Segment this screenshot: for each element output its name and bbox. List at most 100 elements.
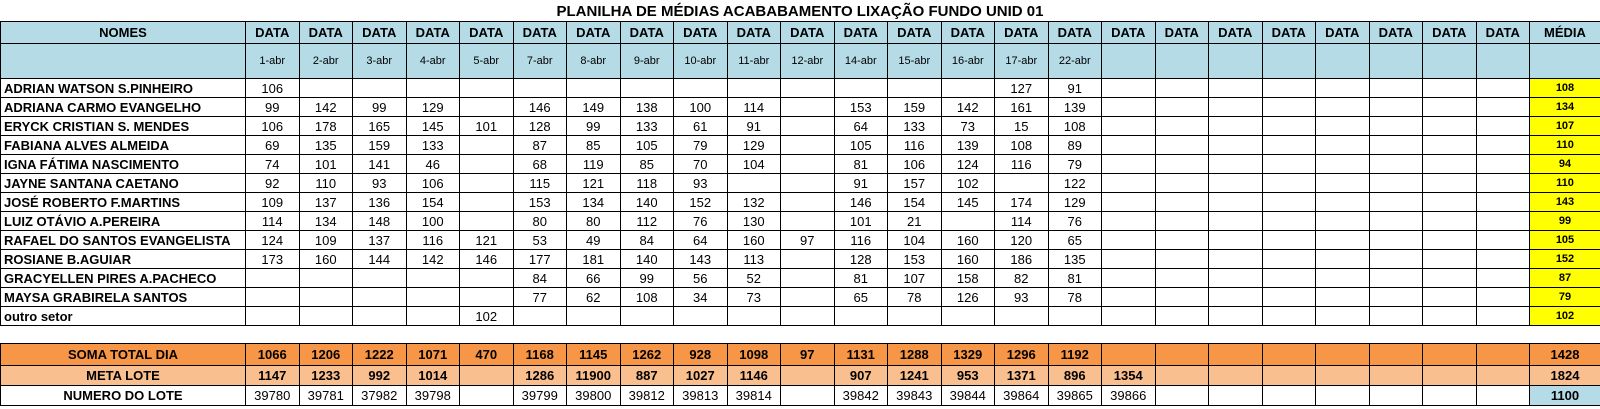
total-cell[interactable] (1368, 343, 1423, 366)
value-cell[interactable] (1261, 306, 1316, 326)
value-cell[interactable]: 134 (298, 211, 353, 231)
value-cell[interactable] (459, 268, 514, 288)
value-cell[interactable] (459, 97, 514, 117)
meta-cell[interactable]: 1354 (1101, 365, 1156, 386)
value-cell[interactable]: 130 (726, 211, 781, 231)
value-cell[interactable]: 104 (887, 230, 942, 250)
total-cell[interactable]: 1296 (994, 343, 1049, 366)
meta-cell[interactable]: 11900 (566, 365, 621, 386)
value-cell[interactable] (1422, 287, 1477, 307)
value-cell[interactable]: 65 (833, 287, 888, 307)
value-cell[interactable] (245, 306, 300, 326)
total-cell[interactable]: 1131 (833, 343, 888, 366)
value-cell[interactable] (1315, 192, 1370, 212)
value-cell[interactable] (1315, 211, 1370, 231)
total-cell[interactable] (1261, 343, 1316, 366)
meta-cell[interactable] (780, 365, 835, 386)
value-cell[interactable]: 79 (1047, 154, 1102, 174)
value-cell[interactable] (887, 306, 942, 326)
value-cell[interactable] (1154, 192, 1209, 212)
value-cell[interactable]: 85 (566, 135, 621, 155)
lote-cell[interactable] (780, 385, 835, 406)
average-cell[interactable]: 152 (1529, 249, 1600, 269)
lote-cell[interactable] (1315, 385, 1370, 406)
date-cell[interactable]: 12-abr (780, 43, 835, 79)
lote-cell[interactable] (1422, 385, 1477, 406)
value-cell[interactable]: 119 (566, 154, 621, 174)
total-cell[interactable]: 1288 (887, 343, 942, 366)
value-cell[interactable]: 108 (994, 135, 1049, 155)
value-cell[interactable] (1368, 78, 1423, 98)
value-cell[interactable] (1422, 192, 1477, 212)
value-cell[interactable] (1208, 135, 1263, 155)
value-cell[interactable] (1315, 287, 1370, 307)
lote-cell[interactable] (1154, 385, 1209, 406)
value-cell[interactable] (673, 78, 728, 98)
value-cell[interactable] (1422, 78, 1477, 98)
average-cell[interactable]: 102 (1529, 306, 1600, 326)
value-cell[interactable]: 106 (245, 78, 300, 98)
value-cell[interactable]: 21 (887, 211, 942, 231)
value-cell[interactable] (1208, 116, 1263, 136)
meta-cell[interactable] (1422, 365, 1477, 386)
value-cell[interactable] (1368, 249, 1423, 269)
value-cell[interactable]: 146 (512, 97, 567, 117)
value-cell[interactable]: 64 (673, 230, 728, 250)
value-cell[interactable]: 69 (245, 135, 300, 155)
value-cell[interactable]: 80 (512, 211, 567, 231)
value-cell[interactable] (1315, 230, 1370, 250)
value-cell[interactable] (994, 173, 1049, 193)
value-cell[interactable]: 105 (833, 135, 888, 155)
value-cell[interactable]: 93 (994, 287, 1049, 307)
value-cell[interactable]: 121 (459, 230, 514, 250)
value-cell[interactable] (1475, 192, 1530, 212)
value-cell[interactable]: 128 (512, 116, 567, 136)
value-cell[interactable] (245, 287, 300, 307)
value-cell[interactable]: 108 (1047, 116, 1102, 136)
date-cell[interactable]: 5-abr (459, 43, 514, 79)
value-cell[interactable]: 142 (405, 249, 460, 269)
meta-cell[interactable]: 1147 (245, 365, 300, 386)
value-cell[interactable] (1368, 268, 1423, 288)
employee-name-cell[interactable]: LUIZ OTÁVIO A.PEREIRA (0, 211, 246, 231)
total-cell[interactable]: 1071 (405, 343, 460, 366)
lote-cell[interactable]: 39799 (512, 385, 567, 406)
value-cell[interactable] (726, 78, 781, 98)
value-cell[interactable] (298, 287, 353, 307)
value-cell[interactable] (1261, 116, 1316, 136)
value-cell[interactable]: 114 (994, 211, 1049, 231)
value-cell[interactable]: 66 (566, 268, 621, 288)
meta-cell[interactable]: 1027 (673, 365, 728, 386)
value-cell[interactable]: 105 (619, 135, 674, 155)
value-cell[interactable] (780, 249, 835, 269)
lote-cell[interactable]: 39865 (1047, 385, 1102, 406)
value-cell[interactable] (405, 287, 460, 307)
meta-cell[interactable] (1475, 365, 1530, 386)
value-cell[interactable] (780, 287, 835, 307)
value-cell[interactable] (1475, 287, 1530, 307)
value-cell[interactable] (940, 306, 995, 326)
average-cell[interactable]: 108 (1529, 78, 1600, 98)
meta-average-cell[interactable]: 1824 (1529, 365, 1600, 386)
total-cell[interactable] (1208, 343, 1263, 366)
value-cell[interactable]: 87 (512, 135, 567, 155)
date-cell[interactable] (1315, 43, 1370, 79)
value-cell[interactable]: 146 (833, 192, 888, 212)
value-cell[interactable] (1154, 78, 1209, 98)
meta-cell[interactable]: 1371 (994, 365, 1049, 386)
value-cell[interactable] (566, 306, 621, 326)
value-cell[interactable] (1101, 268, 1156, 288)
lote-average-cell[interactable]: 1100 (1529, 385, 1600, 406)
lote-cell[interactable]: 39813 (673, 385, 728, 406)
value-cell[interactable] (512, 306, 567, 326)
value-cell[interactable] (459, 154, 514, 174)
value-cell[interactable]: 160 (940, 230, 995, 250)
value-cell[interactable] (1475, 268, 1530, 288)
date-cell[interactable] (1154, 43, 1209, 79)
value-cell[interactable] (352, 287, 407, 307)
value-cell[interactable] (1208, 97, 1263, 117)
value-cell[interactable] (352, 268, 407, 288)
value-cell[interactable] (1475, 306, 1530, 326)
average-cell[interactable]: 79 (1529, 287, 1600, 307)
value-cell[interactable] (1208, 154, 1263, 174)
